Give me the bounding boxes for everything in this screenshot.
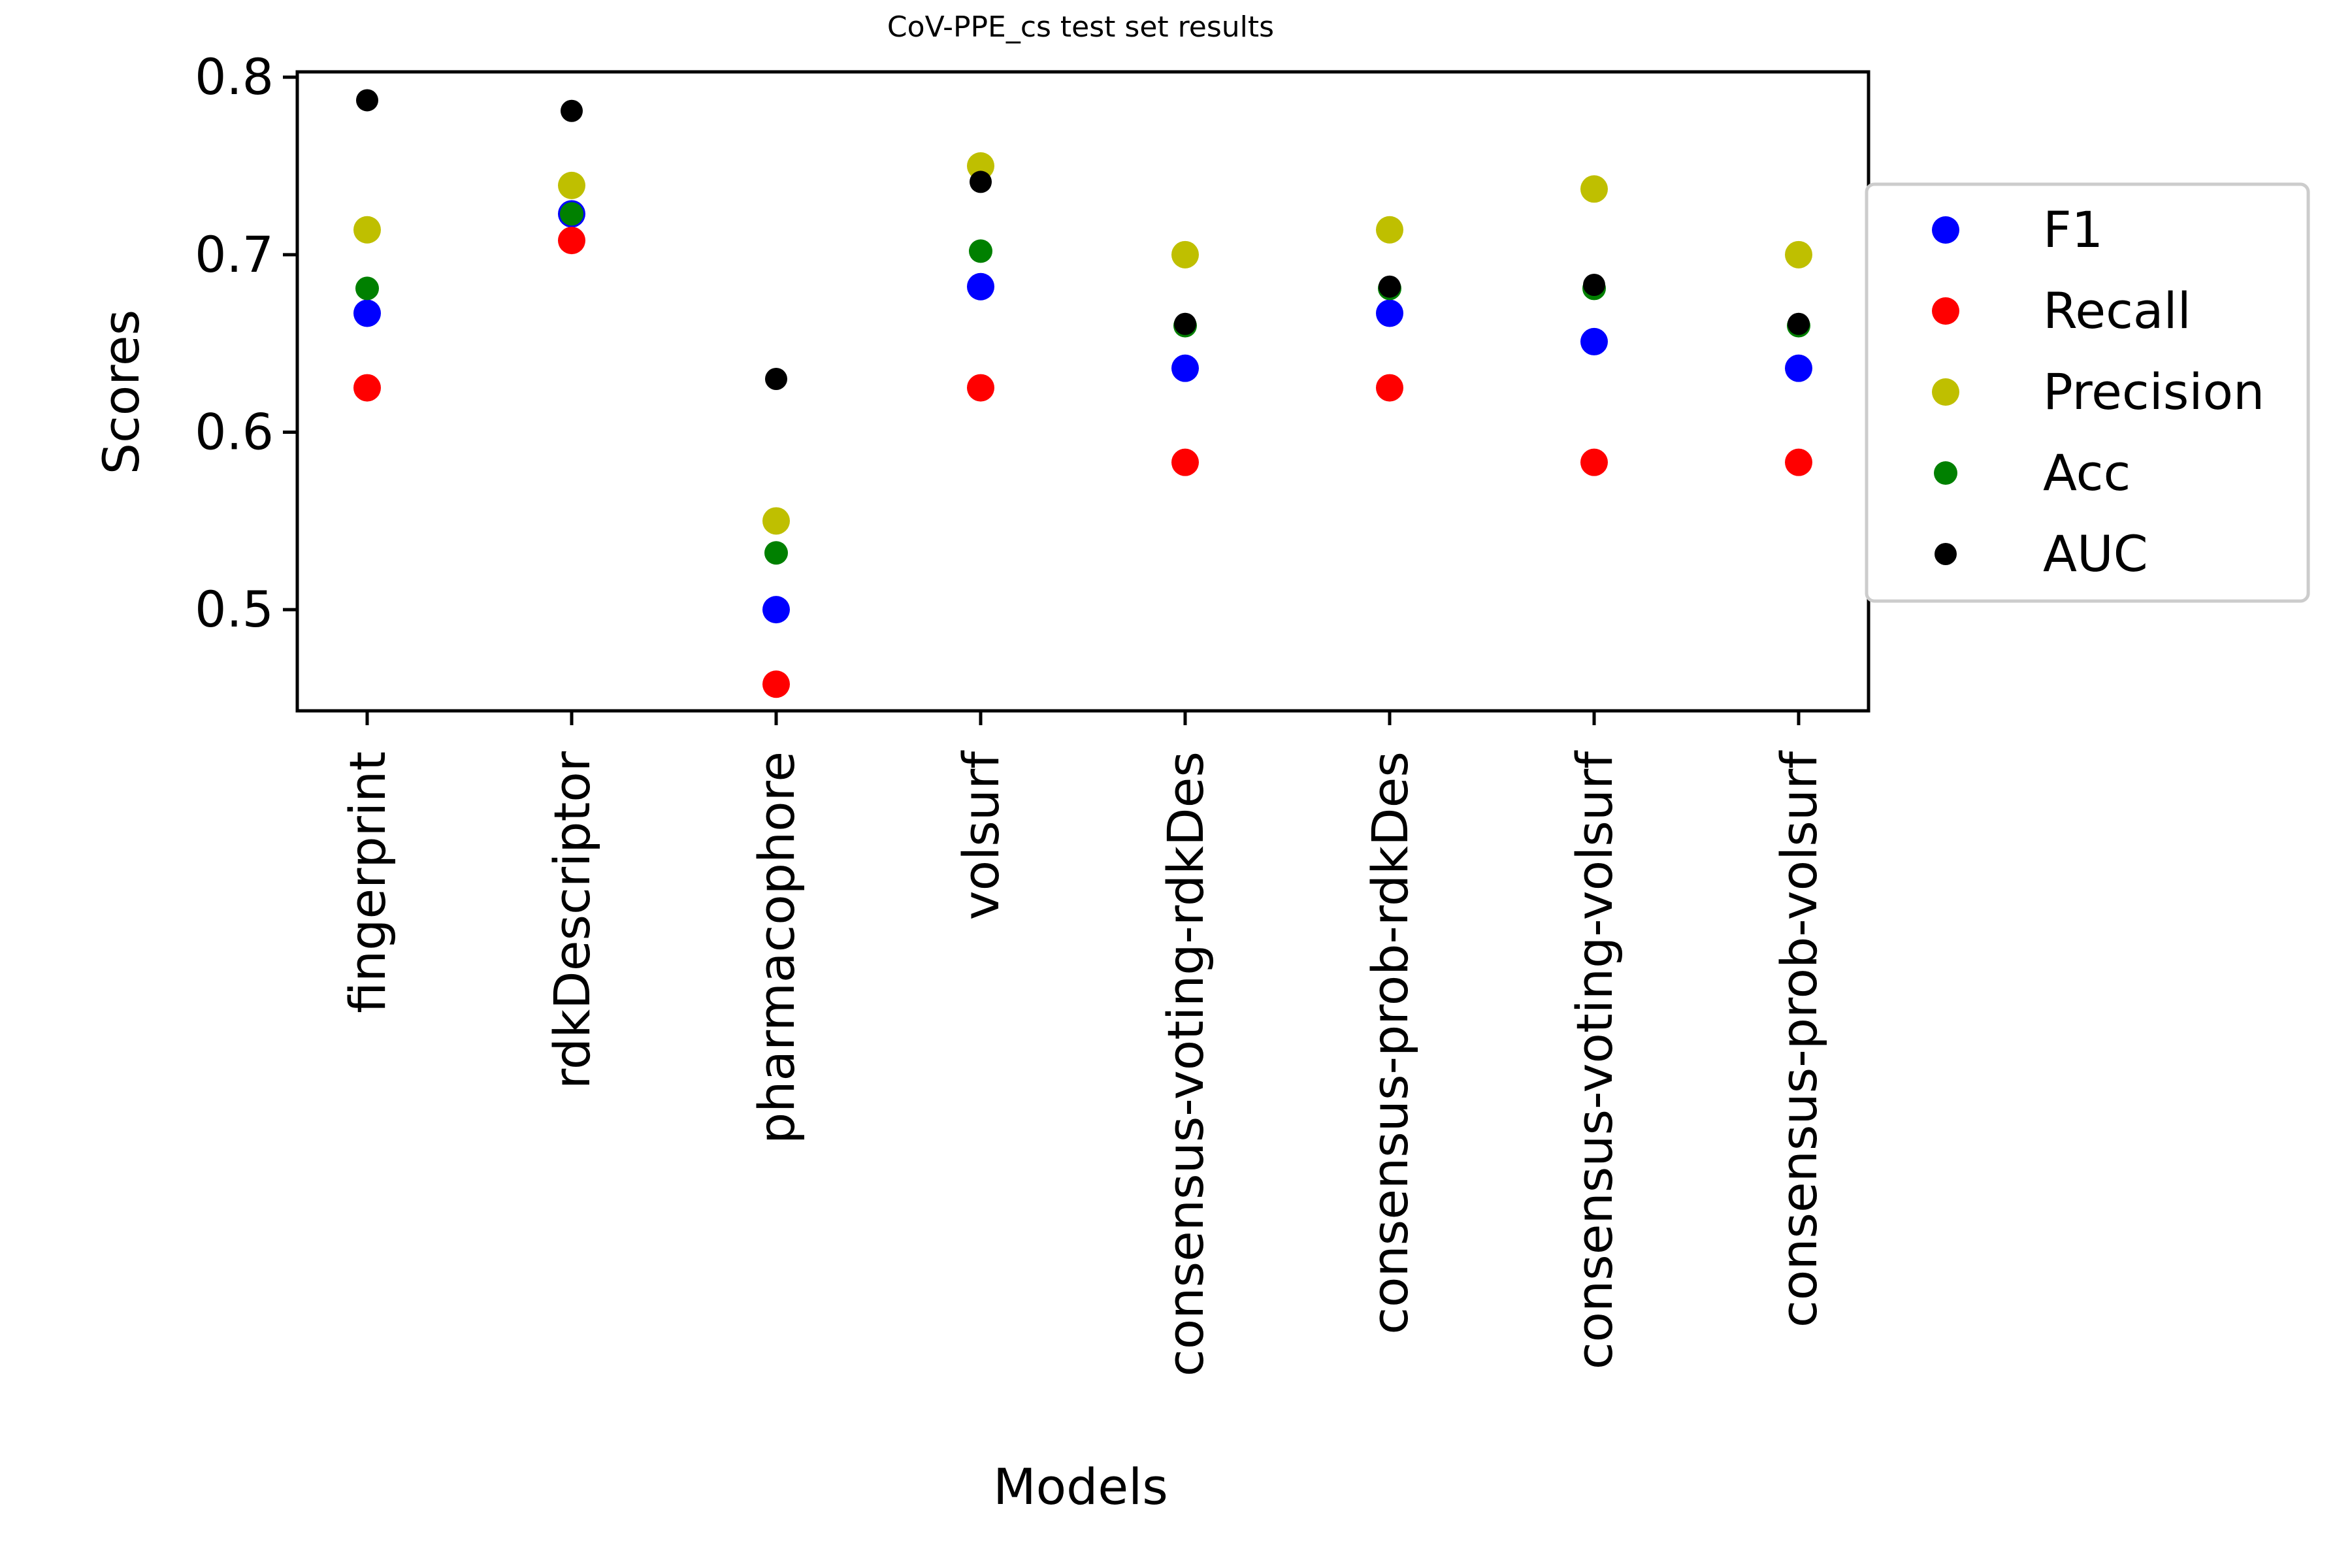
data-points (353, 89, 1812, 698)
point-recall (1171, 448, 1199, 476)
point-auc (1788, 312, 1810, 335)
point-acc (560, 202, 583, 226)
y-tick-label: 0.6 (195, 402, 274, 461)
point-precision (353, 216, 381, 244)
point-f1 (967, 272, 994, 301)
legend-label-recall: Recall (2043, 282, 2191, 340)
point-precision (762, 507, 790, 535)
point-auc (1379, 275, 1401, 298)
legend-box (1865, 182, 2310, 603)
plot-area-frame (295, 70, 1870, 713)
legend-marker-acc (1934, 461, 1957, 485)
point-acc (355, 276, 379, 301)
y-tick-label: 0.5 (195, 580, 274, 638)
point-precision (967, 152, 994, 180)
x-tick-label: fingerprint (338, 751, 397, 1013)
legend-label-precision: Precision (2043, 363, 2264, 421)
point-f1 (1785, 354, 1812, 382)
point-recall (762, 670, 790, 698)
point-f1 (1376, 299, 1403, 327)
legend-marker-precision (1932, 378, 1959, 406)
x-axis-label: Models (993, 1458, 1168, 1516)
y-tick-label: 0.7 (195, 225, 274, 284)
legend-label-auc: AUC (2043, 525, 2148, 583)
x-tick-label: pharmacophore (747, 751, 806, 1144)
point-auc (970, 171, 992, 193)
y-tick-label: 0.8 (195, 48, 274, 106)
point-acc (764, 541, 788, 565)
point-recall (353, 374, 381, 402)
x-tick-label: consensus-voting-volsurf (1565, 750, 1624, 1369)
legend-label-f1: F1 (2043, 201, 2103, 259)
point-auc (1583, 274, 1605, 296)
point-precision (1376, 216, 1403, 244)
legend-marker-recall (1932, 297, 1959, 325)
point-recall (967, 374, 994, 402)
legend: F1 Recall Precision Acc AUC (1865, 182, 2310, 603)
x-axis: fingerprint rdkDescriptor pharmacophore vol… (338, 711, 1828, 1377)
point-precision (1785, 240, 1812, 269)
x-tick-label: volsurf (952, 750, 1010, 921)
x-tick-label: consensus-prob-volsurf (1770, 750, 1828, 1328)
chart-title: CoV-PPE_cs test set results (887, 10, 1274, 44)
point-recall (1580, 448, 1608, 476)
legend-marker-f1 (1932, 216, 1959, 244)
y-axis-label: Scores (92, 310, 150, 474)
point-precision (1580, 175, 1608, 203)
x-tick-label: consensus-voting-rdkDes (1156, 751, 1215, 1377)
point-f1 (762, 596, 790, 624)
point-f1 (1171, 354, 1199, 382)
point-recall (558, 227, 585, 255)
legend-marker-auc (1935, 543, 1957, 565)
point-auc (561, 99, 583, 122)
point-f1 (1580, 327, 1608, 355)
x-tick-label: rdkDescriptor (543, 751, 601, 1089)
legend-label-acc: Acc (2043, 444, 2131, 502)
point-auc (1174, 312, 1196, 335)
point-acc (969, 239, 992, 263)
point-recall (1785, 448, 1812, 476)
y-axis: 0.5 0.6 0.7 0.8 (195, 48, 297, 638)
point-precision (1171, 240, 1199, 269)
point-f1 (353, 299, 381, 327)
point-auc (765, 367, 787, 390)
point-precision (558, 171, 585, 199)
point-auc (356, 89, 378, 112)
point-recall (1376, 374, 1403, 402)
x-tick-label: consensus-prob-rdkDes (1361, 751, 1419, 1335)
